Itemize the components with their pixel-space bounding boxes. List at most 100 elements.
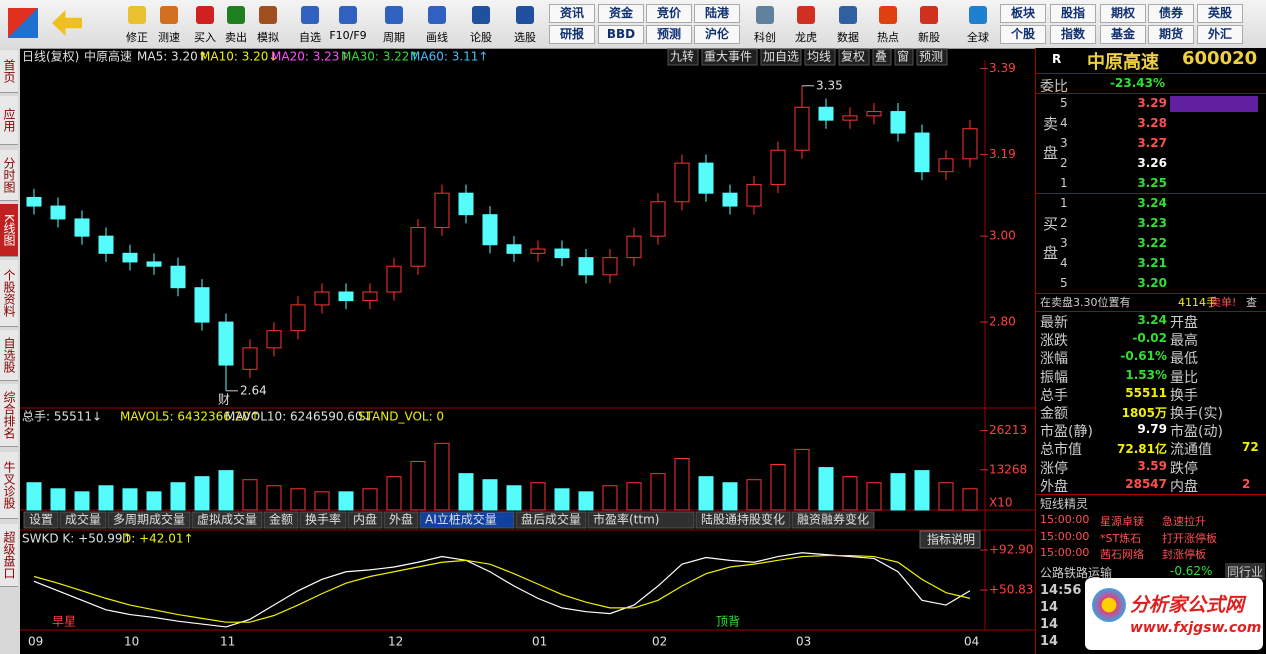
toolbar-icon[interactable]	[128, 6, 146, 24]
toolbar-button[interactable]: 卖出	[225, 31, 247, 44]
toolbar-icon[interactable]	[259, 6, 277, 24]
toolbar-grid-button[interactable]: 期权	[1100, 4, 1146, 23]
sell-level: 4	[1060, 116, 1068, 130]
sidebar-tab[interactable]: 分时图	[0, 150, 18, 201]
volume-bar	[434, 442, 450, 511]
chart-tool-button	[916, 48, 948, 66]
sidebar-tab[interactable]: 个股资料	[0, 260, 18, 327]
candle-body	[218, 321, 234, 366]
toolbar-button[interactable]: 论股	[470, 31, 492, 44]
toolbar-button[interactable]: 全球	[967, 31, 989, 44]
toolbar-grid-button[interactable]: 外汇	[1197, 25, 1243, 44]
toolbar-grid-button[interactable]: 基金	[1100, 25, 1146, 44]
toolbar-grid-button[interactable]: 指数	[1050, 25, 1096, 44]
toolbar-icon[interactable]	[839, 6, 857, 24]
alert-time: 15:00:00	[1040, 546, 1090, 559]
toolbar-icon[interactable]	[472, 6, 490, 24]
sidebar-tab[interactable]: 应用	[0, 96, 18, 145]
toolbar-button[interactable]: 科创	[754, 31, 776, 44]
toolbar-button[interactable]: 自选	[299, 31, 321, 44]
sidebar-tab[interactable]: 自选股	[0, 330, 18, 381]
sidebar-tab[interactable]: 牛叉诊股	[0, 452, 18, 519]
sidebar-tab[interactable]: K线图	[0, 204, 18, 257]
toolbar-button[interactable]: 修正	[126, 31, 148, 44]
stat-value: 55511	[1125, 385, 1167, 400]
buy-price: 3.22	[1137, 236, 1167, 250]
candle-body	[674, 162, 690, 203]
toolbar-icon[interactable]	[920, 6, 938, 24]
toolbar-grid-button[interactable]: 个股	[1000, 25, 1046, 44]
pane-header: MA20: 3.23↑	[271, 50, 349, 64]
sidebar-tab[interactable]: 综合排名	[0, 384, 18, 447]
volume-bar	[290, 488, 306, 511]
chart-tool-button	[872, 48, 892, 66]
sidebar-tab[interactable]: 超级盘口	[0, 524, 18, 587]
sidebar-tab[interactable]: 首页	[0, 50, 18, 93]
volume-tab	[107, 511, 191, 529]
toolbar-grid-button[interactable]: BBD	[598, 25, 644, 44]
candle-body	[554, 248, 570, 259]
toolbar-grid-button[interactable]: 预测	[646, 25, 692, 44]
x-tick-label: 02	[652, 635, 667, 649]
toolbar-grid-button[interactable]: 英股	[1197, 4, 1243, 23]
pane-header: 日线(复权)	[22, 50, 79, 64]
sell-price: 3.25	[1137, 176, 1167, 190]
back-icon[interactable]	[52, 10, 82, 36]
toolbar-icon[interactable]	[301, 6, 319, 24]
toolbar-button[interactable]: 数据	[837, 31, 859, 44]
candle-body	[914, 132, 930, 173]
stat-label: 总手	[1040, 387, 1068, 404]
toolbar-grid-button[interactable]: 研报	[549, 25, 595, 44]
low-label: 2.64	[240, 383, 267, 397]
x-tick-label: 04	[964, 635, 979, 649]
toolbar-button[interactable]: 画线	[426, 31, 448, 44]
toolbar-icon[interactable]	[516, 6, 534, 24]
logo-icon[interactable]	[8, 8, 38, 38]
stat-label: 外盘	[1040, 478, 1068, 495]
toolbar-button[interactable]: 周期	[383, 31, 405, 44]
x-tick-label: 10	[124, 635, 139, 649]
toolbar-button[interactable]: 热点	[877, 31, 899, 44]
toolbar-icon[interactable]	[160, 6, 178, 24]
toolbar-icon[interactable]	[227, 6, 245, 24]
toolbar-grid-button[interactable]: 竞价	[646, 4, 692, 23]
tick-trade: 14	[1040, 617, 1059, 632]
stat-label: 量比	[1170, 369, 1198, 386]
toolbar-grid-button[interactable]: 期货	[1148, 25, 1194, 44]
toolbar-icon[interactable]	[385, 6, 403, 24]
logo-name: 分析家公式网	[1130, 594, 1245, 616]
volume-bar	[554, 488, 570, 511]
stock-name: 中原高速	[1087, 52, 1159, 73]
toolbar-icon[interactable]	[797, 6, 815, 24]
volume-tab	[515, 511, 587, 529]
toolbar-icon[interactable]	[196, 6, 214, 24]
candle-body	[362, 291, 378, 302]
toolbar-grid-button[interactable]: 陆港	[694, 4, 740, 23]
toolbar-icon[interactable]	[879, 6, 897, 24]
volume-tab	[695, 511, 791, 529]
toolbar-grid-button[interactable]: 股指	[1050, 4, 1096, 23]
candle-body	[458, 192, 474, 216]
toolbar-button[interactable]: 买入	[194, 31, 216, 44]
toolbar-grid-button[interactable]: 板块	[1000, 4, 1046, 23]
toolbar-button[interactable]: 龙虎	[795, 31, 817, 44]
toolbar-grid-button[interactable]: 沪伦	[694, 25, 740, 44]
toolbar-icon[interactable]	[428, 6, 446, 24]
volume-tab	[23, 511, 59, 529]
toolbar-icon[interactable]	[756, 6, 774, 24]
toolbar-icon[interactable]	[339, 6, 357, 24]
toolbar-grid-button[interactable]: 债券	[1148, 4, 1194, 23]
toolbar-grid-button[interactable]: 资金	[598, 4, 644, 23]
stat-label: 涨停	[1040, 460, 1068, 477]
y-tick-label: 3.19	[989, 147, 1016, 161]
x-tick-label: 01	[532, 635, 547, 649]
toolbar-button[interactable]: 模拟	[257, 31, 279, 44]
toolbar-button[interactable]: F10/F9	[329, 29, 367, 42]
toolbar-button[interactable]: 新股	[918, 31, 940, 44]
toolbar-icon[interactable]	[969, 6, 987, 24]
volume-bar	[146, 491, 162, 511]
toolbar-button[interactable]: 测速	[158, 31, 180, 44]
toolbar-button[interactable]: 选股	[514, 31, 536, 44]
toolbar-grid-button[interactable]: 资讯	[549, 4, 595, 23]
sector-button[interactable]: 同行业	[1225, 563, 1266, 580]
